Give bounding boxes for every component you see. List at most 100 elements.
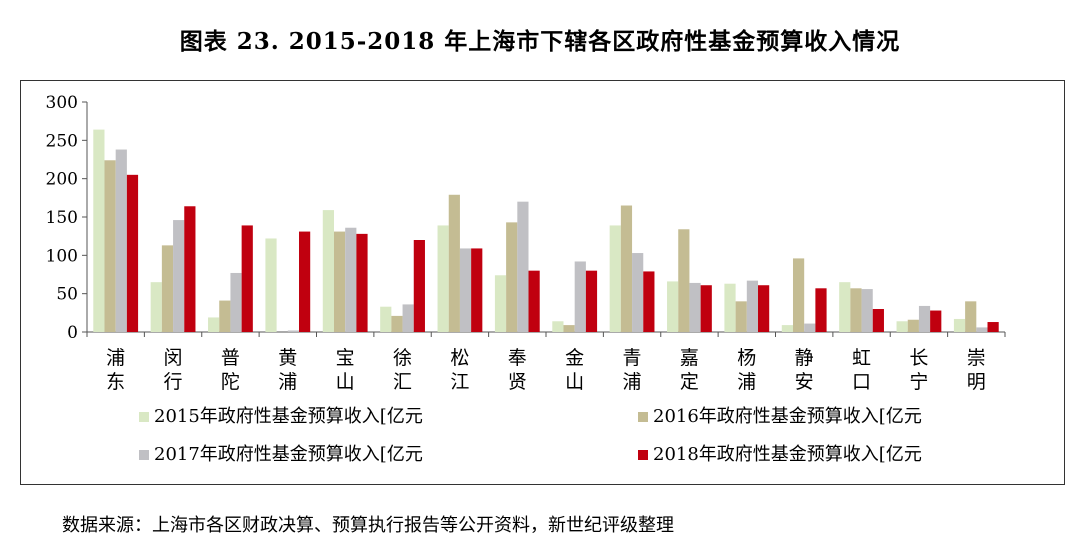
bar-普陀-1 [219,300,231,332]
bar-青浦-2 [632,253,644,332]
bar-虹口-1 [850,288,862,332]
bar-崇明-3 [987,322,999,332]
chart-frame: 0 50 100 150 200 250 300 浦东闵行普陀黄浦宝山徐汇松江奉贤金山青浦嘉… [20,80,1065,485]
bar-静安-3 [815,288,827,332]
legend-label: 2018年政府性基金预算收入[亿元 [653,444,922,465]
source-note: 数据来源：上海市各区财政决算、预算执行报告等公开资料，新世纪评级整理 [62,515,674,536]
bar-宝山-2 [345,227,357,332]
bar-杨浦-3 [758,285,770,332]
bar-徐汇-1 [391,315,403,332]
bar-嘉定-3 [700,285,712,332]
x-tick-label: 闵 [164,347,183,369]
bar-静安-0 [781,325,793,332]
bar-杨浦-0 [724,283,736,332]
bar-闵行-1 [161,245,174,332]
bar-奉贤-2 [517,201,529,332]
bar-虹口-2 [861,289,873,332]
bar-闵行-3 [184,206,196,332]
bar-长宁-1 [907,319,919,332]
bar-静安-1 [792,258,805,332]
legend-label: 2016年政府性基金预算收入[亿元 [653,406,922,427]
bar-宝山-3 [356,233,368,332]
x-tick-label: 金 [565,347,584,369]
bar-闵行-2 [173,220,185,332]
x-tick-label: 东 [106,371,125,393]
bar-奉贤-0 [494,275,507,332]
bar-虹口-0 [839,282,851,332]
bar-金山-3 [585,270,598,332]
x-tick-label: 松 [450,347,469,369]
bar-普陀-0 [208,317,220,332]
bar-长宁-3 [930,310,942,332]
bar-黄浦-0 [265,238,277,332]
bar-金山-0 [552,321,564,332]
legend-swatch [638,450,648,460]
x-tick-label: 汇 [393,371,412,393]
bar-黄浦-3 [299,231,311,332]
x-tick-label: 杨 [737,347,756,369]
x-tick-label: 山 [336,371,355,393]
x-tick-label: 崇 [967,347,986,369]
bar-浦东-3 [126,174,139,332]
x-tick-label: 黄 [278,347,297,369]
bar-宝山-1 [333,231,346,332]
bar-浦东-2 [115,149,127,332]
bar-嘉定-0 [667,281,679,332]
bar-奉贤-3 [528,270,540,332]
x-tick-label: 安 [795,371,814,393]
bar-嘉定-1 [678,229,690,332]
x-tick-label: 虹 [852,347,871,369]
bar-浦东-0 [93,129,105,332]
chart-title: 图表 23. 2015-2018 年上海市下辖各区政府性基金预算收入情况 [179,28,901,55]
bar-青浦-1 [620,205,633,332]
x-tick-label: 江 [450,371,469,393]
bar-松江-1 [448,194,460,332]
bar-松江-0 [437,225,449,332]
bar-杨浦-2 [746,280,759,332]
bar-青浦-0 [609,225,621,332]
x-tick-label: 山 [565,371,584,393]
x-tick-label: 徐 [393,347,412,369]
bar-松江-3 [471,248,483,332]
y-tick-label: 200 [46,170,78,190]
y-tick-label: 150 [46,208,78,228]
bar-徐汇-2 [402,304,414,332]
bar-崇明-2 [976,327,988,332]
x-tick-label: 普 [221,347,240,369]
x-tick-label: 口 [852,371,871,393]
y-tick-label: 100 [46,246,78,266]
y-tick-label: 300 [46,93,78,113]
bar-徐汇-3 [413,240,425,332]
legend-swatch [139,412,149,422]
bar-崇明-0 [953,318,966,332]
x-tick-label: 奉 [508,347,527,369]
bar-徐汇-0 [380,306,392,332]
legend-label: 2015年政府性基金预算收入[亿元 [154,406,423,427]
bar-松江-2 [459,248,472,332]
x-tick-label: 行 [164,371,183,393]
bar-普陀-3 [241,225,253,332]
bar-长宁-0 [896,321,908,332]
x-tick-label: 青 [623,347,642,369]
legend: 2015年政府性基金预算收入[亿元 2016年政府性基金预算收入[亿元 2017年政… [139,406,922,465]
bar-杨浦-1 [735,301,747,332]
x-tick-label: 浦 [106,347,125,369]
legend-swatch [638,412,648,422]
legend-swatch [139,450,149,460]
bar-虹口-3 [872,309,884,332]
bar-长宁-2 [918,305,931,332]
x-tick-label: 嘉 [680,347,699,369]
x-tick-label: 静 [795,347,814,369]
y-tick-label: 50 [56,285,78,305]
x-tick-label: 陀 [221,371,240,393]
bar-闵行-0 [150,282,162,332]
x-tick-label: 定 [680,371,699,393]
x-tick-label: 浦 [737,371,756,393]
x-tick-label: 长 [909,347,928,369]
bar-青浦-3 [643,271,655,332]
bar-普陀-2 [230,272,242,332]
bar-奉贤-1 [506,222,518,332]
y-tick-label: 0 [67,323,78,343]
